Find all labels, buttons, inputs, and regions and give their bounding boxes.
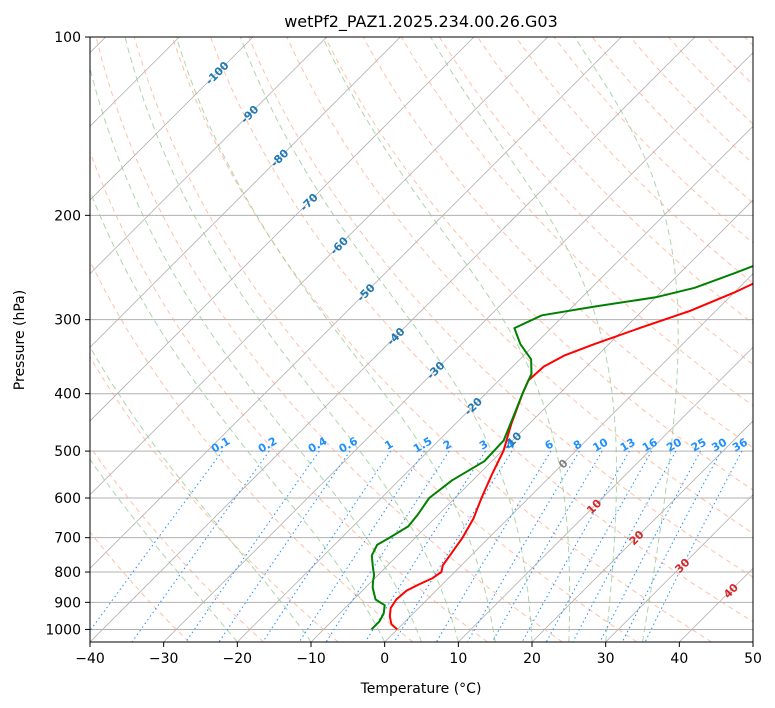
x-tick-label: 50 <box>744 651 762 667</box>
mixing-ratio-line <box>467 450 580 642</box>
y-tick-label: 300 <box>54 313 81 329</box>
mixing-ratio-line <box>491 450 603 642</box>
x-tick-label: −40 <box>75 651 105 667</box>
y-axis: 1000 900 800 700 600 500 400 300 200 100 <box>45 30 90 638</box>
moist-adiabat <box>175 37 496 642</box>
y-tick-label: 500 <box>54 444 81 460</box>
isotherm <box>531 420 753 642</box>
y-axis-label: Pressure (hPa) <box>12 290 28 390</box>
chart-title: wetPf2_PAZ1.2025.234.00.26.G03 <box>284 12 558 32</box>
dry-adiabat <box>515 37 753 284</box>
isotherm <box>90 37 327 275</box>
mixing-ratio-line <box>521 450 630 642</box>
isotherm <box>90 37 254 201</box>
y-tick-label: 400 <box>54 387 81 403</box>
mixing-ratio-line <box>90 450 223 632</box>
x-tick-label: −20 <box>223 651 253 667</box>
dry-adiabat <box>90 259 414 642</box>
y-tick-label: 700 <box>54 531 81 547</box>
moist-adiabat <box>322 37 571 642</box>
mixing-ratio-line <box>644 450 743 642</box>
mixing-ratio-line <box>218 450 351 642</box>
y-tick-label: 1000 <box>45 622 81 638</box>
x-tick-label: 0 <box>380 651 389 667</box>
moist-adiabat <box>90 65 422 642</box>
x-tick-label: −10 <box>296 651 326 667</box>
isotherm <box>752 641 753 642</box>
isotherm <box>90 37 401 348</box>
mixing-ratio-line <box>435 450 552 642</box>
dewpoint-profile <box>370 265 753 631</box>
x-tick-label: −30 <box>149 651 179 667</box>
y-tick-label: 100 <box>54 30 81 46</box>
isotherm <box>90 37 622 569</box>
moist-adiabats <box>90 37 679 642</box>
isotherm <box>90 37 548 496</box>
moist-adiabat <box>124 37 459 642</box>
isotherm <box>458 346 753 642</box>
moist-adiabat <box>574 37 679 642</box>
isotherm <box>90 37 696 642</box>
mixing-ratio-lines <box>90 450 743 642</box>
dry-adiabat <box>95 37 563 642</box>
profiles <box>370 265 753 631</box>
dry-adiabat <box>286 37 753 534</box>
dry-adiabats <box>90 37 753 642</box>
isotherm <box>163 52 753 642</box>
moist-adiabat <box>430 37 617 642</box>
x-tick-label: 10 <box>449 651 467 667</box>
dry-adiabat <box>90 531 190 642</box>
dry-adiabat <box>90 356 339 642</box>
y-tick-label: 800 <box>54 565 81 581</box>
x-tick-label: 30 <box>597 651 615 667</box>
mixing-ratio-line <box>545 450 653 642</box>
mixing-ratio-line <box>621 450 722 642</box>
isotherm <box>237 125 753 642</box>
mixing-ratio-line <box>599 450 701 642</box>
dry-adiabat <box>248 37 753 578</box>
y-tick-label: 200 <box>54 208 81 224</box>
plot-background <box>90 37 753 642</box>
mixing-ratio-line <box>325 450 450 642</box>
dry-adiabat <box>438 37 753 366</box>
x-tick-label: 40 <box>670 651 688 667</box>
moist-adiabat <box>90 345 312 642</box>
isotherm <box>605 494 753 642</box>
isotherm <box>384 273 753 642</box>
mixing-ratio-line <box>298 450 425 642</box>
y-tick-label: 600 <box>54 491 81 507</box>
dry-adiabat <box>90 150 488 642</box>
isotherm <box>90 37 475 422</box>
mixing-ratio-line <box>262 450 392 642</box>
dry-adiabat <box>133 37 638 642</box>
moist-adiabat <box>90 458 238 642</box>
x-axis: −40 −30 −20 −10 0 10 20 30 40 50 <box>75 642 762 667</box>
dry-adiabat <box>171 37 712 642</box>
moist-adiabat <box>90 189 386 642</box>
x-axis-label: Temperature (°C) <box>360 681 482 697</box>
dry-adiabat <box>210 37 753 623</box>
x-tick-label: 20 <box>523 651 541 667</box>
moist-adiabat <box>239 37 533 642</box>
grid <box>90 37 753 642</box>
mixing-ratio-line <box>572 450 677 642</box>
dry-adiabat <box>90 445 264 642</box>
plot-frame <box>89 36 754 643</box>
y-tick-label: 900 <box>54 595 81 611</box>
dry-adiabat <box>400 37 753 407</box>
